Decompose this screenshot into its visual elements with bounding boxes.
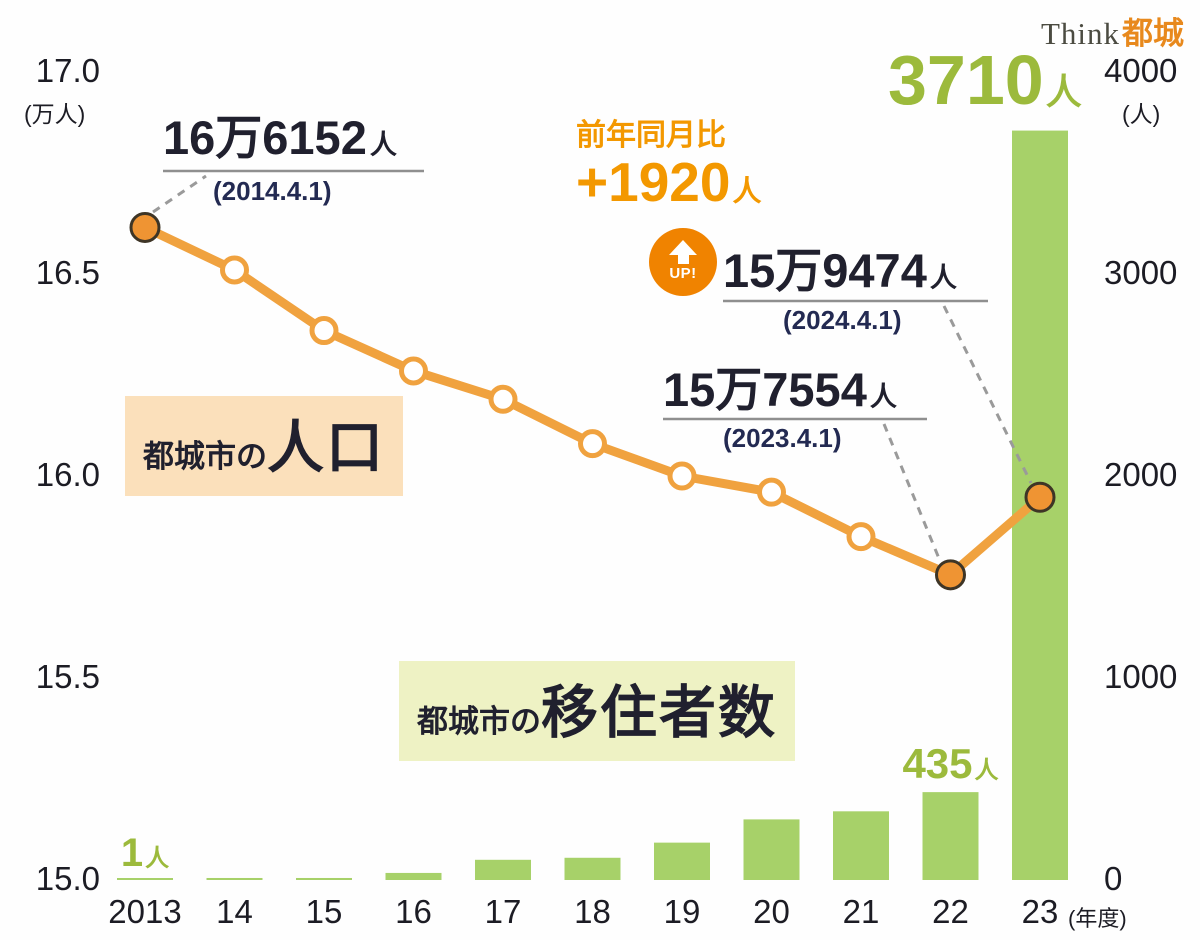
- point-20: [757, 477, 786, 507]
- x-tick-19: 19: [663, 893, 701, 930]
- population-2014-value: 16万6152: [163, 111, 367, 164]
- y-left-tick-16.5: 16.5: [35, 254, 100, 291]
- brand-logo: Think都城: [1041, 8, 1184, 53]
- up-badge-text: UP!: [669, 265, 697, 282]
- logo-think-text: Think: [1040, 16, 1120, 51]
- bar-19: [654, 842, 710, 880]
- y-left-tick-15.0: 15.0: [35, 860, 100, 897]
- population-2024-date: (2024.4.1): [783, 305, 902, 335]
- annotation-pointer: [152, 174, 207, 214]
- x-tick-14: 14: [216, 893, 253, 930]
- point-2013: [129, 211, 161, 243]
- up-arrow-icon: [669, 240, 697, 255]
- bar-2013: [117, 878, 173, 880]
- population-2024-value: 15万9474: [723, 244, 927, 297]
- population-2014-unit: 人: [369, 130, 397, 160]
- yoy-number: +1920: [576, 151, 731, 213]
- bar-20: [743, 819, 800, 880]
- bar-2023-unit: 人: [1045, 71, 1082, 112]
- y-left-tick-17.0: 17.0: [35, 52, 100, 89]
- y-right-tick-4000: 4000: [1104, 52, 1178, 89]
- bar-21: [833, 811, 889, 880]
- x-tick-2013: 2013: [108, 893, 182, 930]
- y-right-axis-unit: (人): [1122, 101, 1161, 127]
- point-18: [578, 429, 607, 459]
- bar-2023-value-label: 3710人: [888, 40, 1082, 120]
- y-left-axis-unit: (万人): [24, 101, 86, 127]
- annotation-pointer: [942, 305, 1033, 484]
- bar-18: [564, 857, 621, 880]
- yoy-value: +1920人: [576, 151, 762, 213]
- point-17: [488, 384, 518, 414]
- x-tick-17: 17: [484, 893, 522, 930]
- x-tick-20: 20: [753, 893, 790, 930]
- x-tick-23: 23: [1021, 893, 1059, 930]
- bar-2013-unit: 人: [145, 845, 170, 872]
- migrants-badge-main: 移住者数: [541, 681, 777, 745]
- yoy-annotation: 前年同月比 +1920人: [576, 110, 762, 212]
- bar-22: [922, 792, 979, 880]
- logo-brand-text: 都城: [1122, 16, 1184, 51]
- population-2024-unit: 人: [929, 263, 957, 293]
- y-right-tick-3000: 3000: [1104, 254, 1178, 291]
- x-tick-16: 16: [395, 893, 432, 930]
- y-right-tick-2000: 2000: [1104, 456, 1178, 493]
- population-2024-annotation: 15万9474 人: [723, 232, 957, 301]
- bar-2022-unit: 人: [974, 757, 999, 784]
- point-15: [309, 316, 339, 346]
- x-axis-unit: (年度): [1068, 906, 1127, 931]
- population-2023-value: 15万7554: [663, 363, 867, 416]
- population-2014-date: (2014.4.1): [213, 176, 332, 206]
- bar-2022-number: 435: [902, 740, 973, 787]
- y-left-tick-16.0: 16.0: [35, 456, 100, 493]
- point-22: [935, 559, 966, 591]
- bar-2023-number: 3710: [888, 41, 1044, 119]
- yoy-unit: 人: [732, 176, 762, 208]
- population-series-badge: 都城市の 人口: [125, 396, 403, 496]
- bar-15: [296, 877, 352, 880]
- y-left-tick-15.5: 15.5: [35, 658, 100, 695]
- point-23: [1024, 481, 1056, 513]
- y-right-tick-0: 0: [1104, 860, 1123, 897]
- population-2014-annotation: 16万6152 人: [163, 99, 397, 168]
- bar-16: [385, 872, 442, 880]
- population-badge-prefix: 都城市の: [143, 439, 267, 474]
- bar-2013-value-label: 1人: [100, 831, 190, 876]
- up-badge: UP!: [649, 228, 717, 296]
- yoy-label: 前年同月比: [576, 119, 726, 152]
- x-tick-22: 22: [932, 893, 969, 930]
- point-21: [846, 522, 876, 552]
- population-2023-annotation: 15万7554 人: [663, 351, 897, 420]
- y-right-tick-1000: 1000: [1104, 658, 1178, 695]
- up-arrow-stem: [677, 255, 689, 264]
- migrants-series-badge: 都城市の 移住者数: [399, 661, 795, 761]
- bar-17: [475, 859, 531, 880]
- migrants-badge-prefix: 都城市の: [417, 704, 541, 739]
- annotation-pointer: [882, 423, 942, 562]
- population-2023-unit: 人: [869, 382, 897, 412]
- point-19: [667, 461, 697, 491]
- x-tick-15: 15: [305, 893, 343, 930]
- point-16: [399, 356, 428, 386]
- population-badge-main: 人口: [267, 416, 385, 480]
- x-tick-21: 21: [842, 893, 880, 930]
- point-14: [220, 255, 249, 285]
- bar-2022-value-label: 435人: [893, 740, 1008, 788]
- population-2023-date: (2023.4.1): [723, 423, 842, 453]
- bar-14: [206, 877, 263, 880]
- bar-2013-number: 1: [120, 831, 144, 875]
- x-tick-18: 18: [574, 893, 611, 930]
